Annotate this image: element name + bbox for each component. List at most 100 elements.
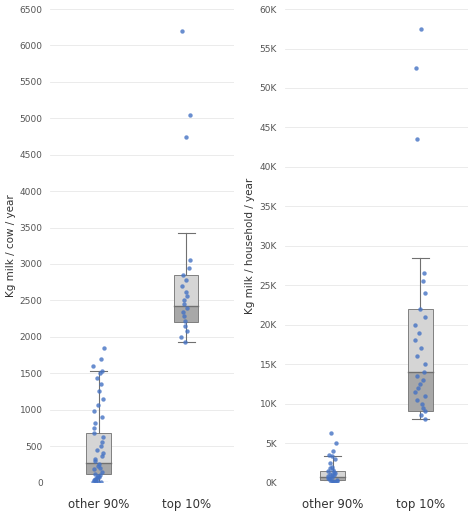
Point bbox=[413, 135, 420, 143]
Point bbox=[91, 455, 99, 463]
Point bbox=[179, 282, 186, 290]
Point bbox=[185, 264, 193, 272]
Point bbox=[421, 360, 429, 368]
Point bbox=[421, 415, 429, 423]
Point bbox=[324, 474, 332, 482]
Point bbox=[92, 477, 100, 485]
Point bbox=[180, 300, 188, 308]
Point bbox=[90, 478, 97, 486]
Point bbox=[100, 449, 107, 458]
Point bbox=[178, 27, 185, 35]
Point bbox=[180, 296, 187, 305]
Point bbox=[333, 476, 341, 484]
Point bbox=[93, 374, 100, 383]
Point bbox=[94, 473, 101, 481]
Point bbox=[179, 271, 187, 279]
Point bbox=[98, 367, 106, 375]
Point bbox=[411, 388, 419, 396]
Point bbox=[332, 439, 339, 447]
Point bbox=[94, 462, 101, 470]
Point bbox=[177, 332, 185, 341]
Point bbox=[186, 111, 193, 119]
Point bbox=[99, 437, 106, 446]
Point bbox=[100, 394, 107, 403]
Point bbox=[416, 379, 423, 388]
Point bbox=[327, 478, 334, 486]
Point bbox=[91, 476, 99, 484]
Bar bbox=[320, 477, 345, 480]
Point bbox=[93, 446, 100, 454]
Point bbox=[99, 467, 106, 476]
Point bbox=[411, 337, 419, 345]
Point bbox=[97, 369, 104, 377]
Point bbox=[97, 478, 105, 486]
Point bbox=[328, 473, 336, 481]
Point bbox=[97, 442, 104, 450]
Point bbox=[414, 384, 421, 392]
Point bbox=[97, 471, 104, 479]
Point bbox=[329, 447, 337, 455]
Point bbox=[90, 424, 98, 432]
Point bbox=[421, 313, 429, 321]
Point bbox=[98, 452, 106, 460]
Point bbox=[91, 457, 99, 465]
Point bbox=[182, 316, 189, 325]
Point bbox=[419, 400, 426, 408]
Y-axis label: Kg milk / household / year: Kg milk / household / year bbox=[246, 178, 255, 314]
Point bbox=[95, 387, 103, 396]
Point bbox=[91, 469, 99, 478]
Point bbox=[183, 327, 191, 335]
Point bbox=[421, 289, 429, 297]
Point bbox=[327, 469, 334, 478]
Point bbox=[418, 344, 425, 353]
Point bbox=[421, 391, 429, 400]
Point bbox=[415, 328, 423, 337]
Point bbox=[326, 475, 333, 483]
Bar bbox=[174, 306, 198, 322]
Bar bbox=[320, 472, 345, 477]
Point bbox=[333, 477, 341, 485]
Bar bbox=[86, 433, 111, 463]
Point bbox=[413, 352, 420, 360]
Point bbox=[412, 64, 419, 72]
Point bbox=[91, 476, 98, 484]
Point bbox=[91, 429, 98, 437]
Point bbox=[419, 376, 427, 384]
Point bbox=[182, 287, 190, 296]
Point bbox=[420, 368, 428, 376]
Point bbox=[179, 308, 187, 316]
Point bbox=[416, 305, 423, 313]
Point bbox=[94, 401, 101, 409]
Point bbox=[182, 132, 190, 141]
Bar bbox=[86, 463, 111, 474]
Point bbox=[99, 433, 107, 442]
Point bbox=[331, 454, 338, 463]
Point bbox=[413, 372, 421, 380]
Point bbox=[100, 344, 108, 352]
Point bbox=[419, 277, 427, 285]
Point bbox=[331, 478, 339, 486]
Y-axis label: Kg milk / cow / year: Kg milk / cow / year bbox=[6, 194, 16, 297]
Point bbox=[186, 256, 193, 265]
Point bbox=[97, 464, 104, 472]
Point bbox=[182, 338, 189, 346]
Point bbox=[91, 419, 99, 427]
Point bbox=[328, 452, 336, 461]
Point bbox=[324, 467, 331, 476]
Point bbox=[412, 321, 419, 329]
Point bbox=[181, 312, 188, 321]
Point bbox=[331, 469, 338, 477]
Bar bbox=[174, 275, 198, 306]
Point bbox=[325, 475, 333, 483]
Point bbox=[417, 411, 425, 419]
Point bbox=[327, 464, 334, 473]
Point bbox=[182, 322, 189, 330]
Point bbox=[419, 403, 426, 412]
Point bbox=[183, 303, 191, 312]
Point bbox=[418, 25, 425, 33]
Point bbox=[94, 472, 101, 480]
Point bbox=[95, 473, 103, 481]
Point bbox=[327, 429, 335, 437]
Point bbox=[330, 470, 338, 479]
Point bbox=[90, 362, 97, 370]
